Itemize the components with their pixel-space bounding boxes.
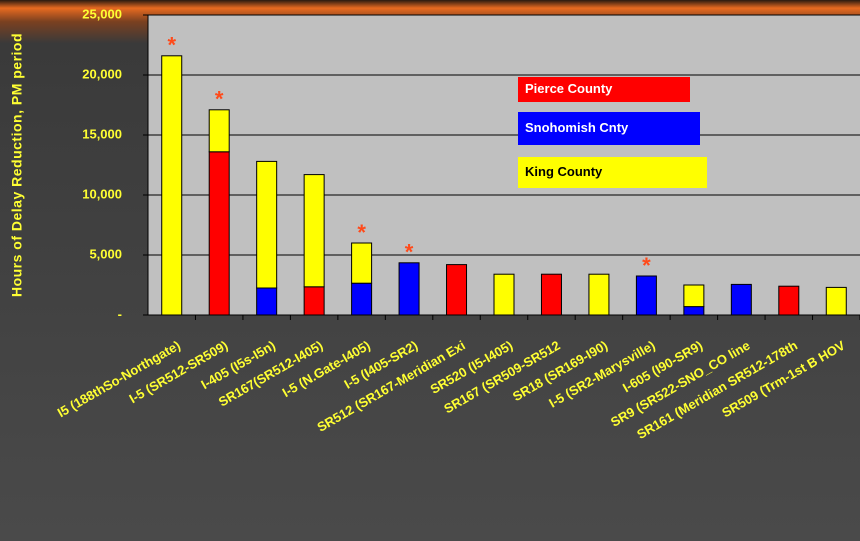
y-tick-label: 15,000 bbox=[82, 126, 122, 141]
bar-segment bbox=[351, 282, 373, 316]
annotation: * bbox=[215, 87, 224, 112]
bar-segment bbox=[683, 306, 705, 316]
bar-segment bbox=[256, 287, 278, 316]
annotation: * bbox=[167, 33, 176, 58]
y-axis-title: Hours of Delay Reduction, PM period bbox=[9, 33, 25, 297]
annotation: * bbox=[642, 253, 651, 278]
bar-segment bbox=[825, 286, 847, 316]
bar-segment bbox=[730, 283, 752, 316]
bar-segment bbox=[303, 286, 325, 316]
legend-swatch bbox=[518, 77, 690, 102]
bar-segment bbox=[161, 55, 183, 316]
y-tick-label: - bbox=[118, 306, 122, 321]
y-tick-label: 10,000 bbox=[82, 186, 122, 201]
bar-segment bbox=[256, 160, 278, 289]
bar-segment bbox=[208, 151, 230, 316]
bar-segment bbox=[635, 275, 657, 316]
plot-area bbox=[148, 15, 860, 315]
legend-label: Pierce County bbox=[525, 81, 613, 96]
bar-segment bbox=[208, 109, 230, 153]
bar-segment bbox=[303, 174, 325, 288]
bar-segment bbox=[588, 273, 610, 316]
bar-segment bbox=[778, 285, 800, 316]
bar-segment bbox=[493, 273, 515, 316]
bar-segment bbox=[540, 273, 562, 316]
y-tick-label: 20,000 bbox=[82, 66, 122, 81]
y-tick-label: 25,000 bbox=[82, 6, 122, 21]
bar-segment bbox=[398, 262, 420, 316]
bar-segment bbox=[446, 264, 468, 316]
legend-swatch bbox=[518, 112, 700, 145]
legend-label: King County bbox=[525, 164, 603, 179]
annotation: * bbox=[357, 220, 366, 245]
legend-label: Snohomish Cnty bbox=[525, 120, 629, 135]
bar-segment bbox=[683, 284, 705, 308]
annotation: * bbox=[405, 240, 414, 265]
legend-swatch bbox=[518, 157, 707, 188]
y-tick-label: 5,000 bbox=[89, 246, 122, 261]
bar-segment bbox=[351, 242, 373, 284]
